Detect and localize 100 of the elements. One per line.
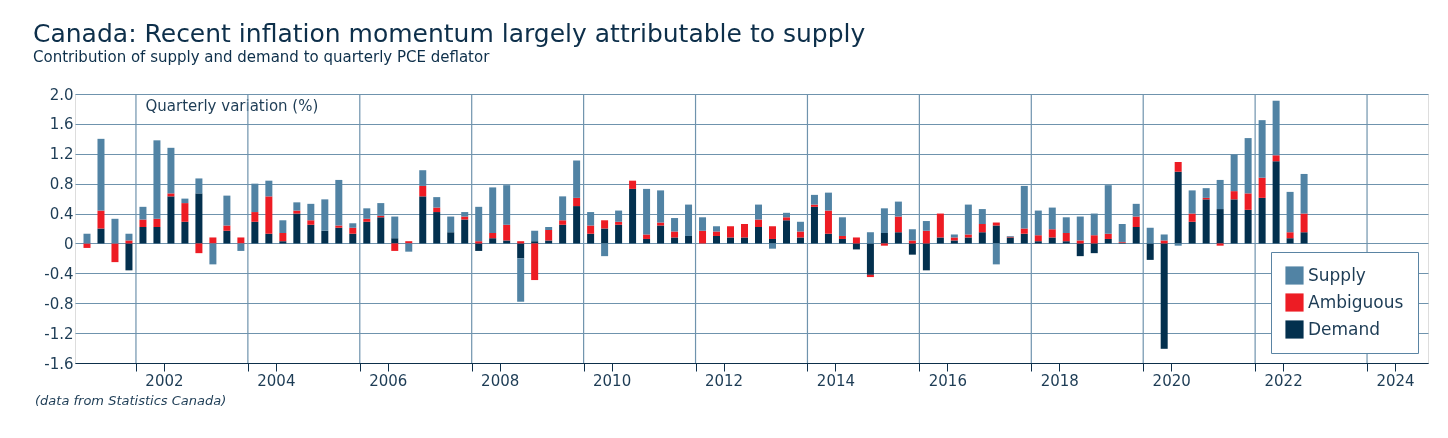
bar — [223, 230, 231, 244]
bar — [601, 220, 609, 229]
bar — [83, 243, 91, 248]
bar — [349, 227, 357, 234]
text: (data from Statistics Canada) — [35, 393, 227, 408]
y-tick-label: -0.4 — [44, 264, 74, 283]
bar — [1300, 173, 1308, 214]
bar — [153, 218, 161, 228]
bar — [1006, 237, 1014, 244]
bar — [349, 223, 357, 228]
bar — [1230, 191, 1238, 200]
bar — [587, 212, 595, 226]
bar — [209, 243, 217, 265]
bar — [768, 238, 776, 244]
bar — [922, 230, 930, 244]
bar — [419, 185, 427, 197]
bar — [713, 231, 721, 236]
bar — [880, 243, 888, 246]
bar — [1090, 235, 1098, 244]
bar — [1132, 227, 1140, 244]
bar — [167, 193, 175, 197]
bar — [1062, 217, 1070, 233]
bar — [489, 238, 497, 244]
bar — [657, 225, 665, 244]
bar — [796, 237, 804, 244]
bar — [1034, 210, 1042, 236]
bar — [251, 221, 259, 244]
bar — [475, 243, 483, 251]
bar — [223, 225, 231, 231]
bar — [1090, 213, 1098, 236]
bar — [796, 231, 804, 238]
bar — [489, 232, 497, 239]
y-axis-title: Quarterly variation (%) — [145, 96, 319, 115]
bar — [1132, 216, 1140, 228]
legend-label: Ambiguous — [1308, 291, 1404, 312]
bar — [181, 203, 189, 222]
bar — [1160, 240, 1168, 244]
bar — [936, 213, 944, 238]
bar — [796, 221, 804, 232]
bar — [321, 230, 329, 244]
bar — [852, 237, 860, 244]
bar — [335, 179, 343, 226]
bar — [1146, 227, 1154, 244]
bar — [531, 243, 539, 281]
bar — [265, 196, 273, 234]
bar — [1174, 171, 1182, 244]
bar — [279, 220, 287, 233]
bar — [237, 243, 245, 251]
legend-label: Demand — [1308, 318, 1381, 339]
bar — [1076, 243, 1084, 257]
bar — [139, 227, 147, 244]
bar — [181, 198, 189, 204]
bar — [922, 221, 930, 231]
bar — [1286, 238, 1294, 244]
y-tick-label: -0.8 — [44, 294, 74, 313]
bar — [782, 212, 790, 218]
bar — [838, 235, 846, 239]
bar — [419, 170, 427, 186]
bar — [1244, 209, 1252, 244]
y-tick-label: 1.2 — [49, 145, 74, 164]
bar — [559, 220, 567, 225]
bar — [447, 232, 455, 244]
x-tick-label: 2010 — [593, 371, 632, 390]
bar — [908, 240, 916, 244]
bar — [1174, 162, 1182, 172]
bar — [433, 212, 441, 244]
bar — [573, 160, 581, 198]
bar — [601, 228, 609, 244]
bar — [517, 258, 525, 302]
bar — [265, 180, 273, 197]
bar — [587, 225, 595, 234]
bar — [964, 204, 972, 235]
bar — [1090, 243, 1098, 254]
bar — [1104, 233, 1112, 239]
bar — [643, 238, 651, 244]
bar — [978, 224, 986, 233]
bar — [824, 233, 832, 244]
bar — [992, 225, 1000, 244]
bar — [1202, 188, 1210, 198]
bar — [209, 237, 217, 244]
bar — [699, 217, 707, 231]
bar — [83, 233, 91, 244]
bar — [321, 199, 329, 231]
bar — [1272, 100, 1280, 156]
bar — [223, 195, 231, 226]
bar — [293, 210, 301, 214]
bar — [615, 210, 623, 222]
bar — [1258, 120, 1266, 178]
bar — [978, 209, 986, 225]
bar — [922, 243, 930, 271]
bar — [461, 219, 469, 244]
bar — [866, 243, 874, 275]
bar — [643, 234, 651, 239]
bar — [754, 204, 762, 220]
bar — [195, 243, 203, 254]
bar — [139, 206, 147, 220]
bar — [1258, 197, 1266, 244]
bar — [97, 210, 105, 229]
bar — [1286, 191, 1294, 233]
bar — [111, 218, 119, 244]
